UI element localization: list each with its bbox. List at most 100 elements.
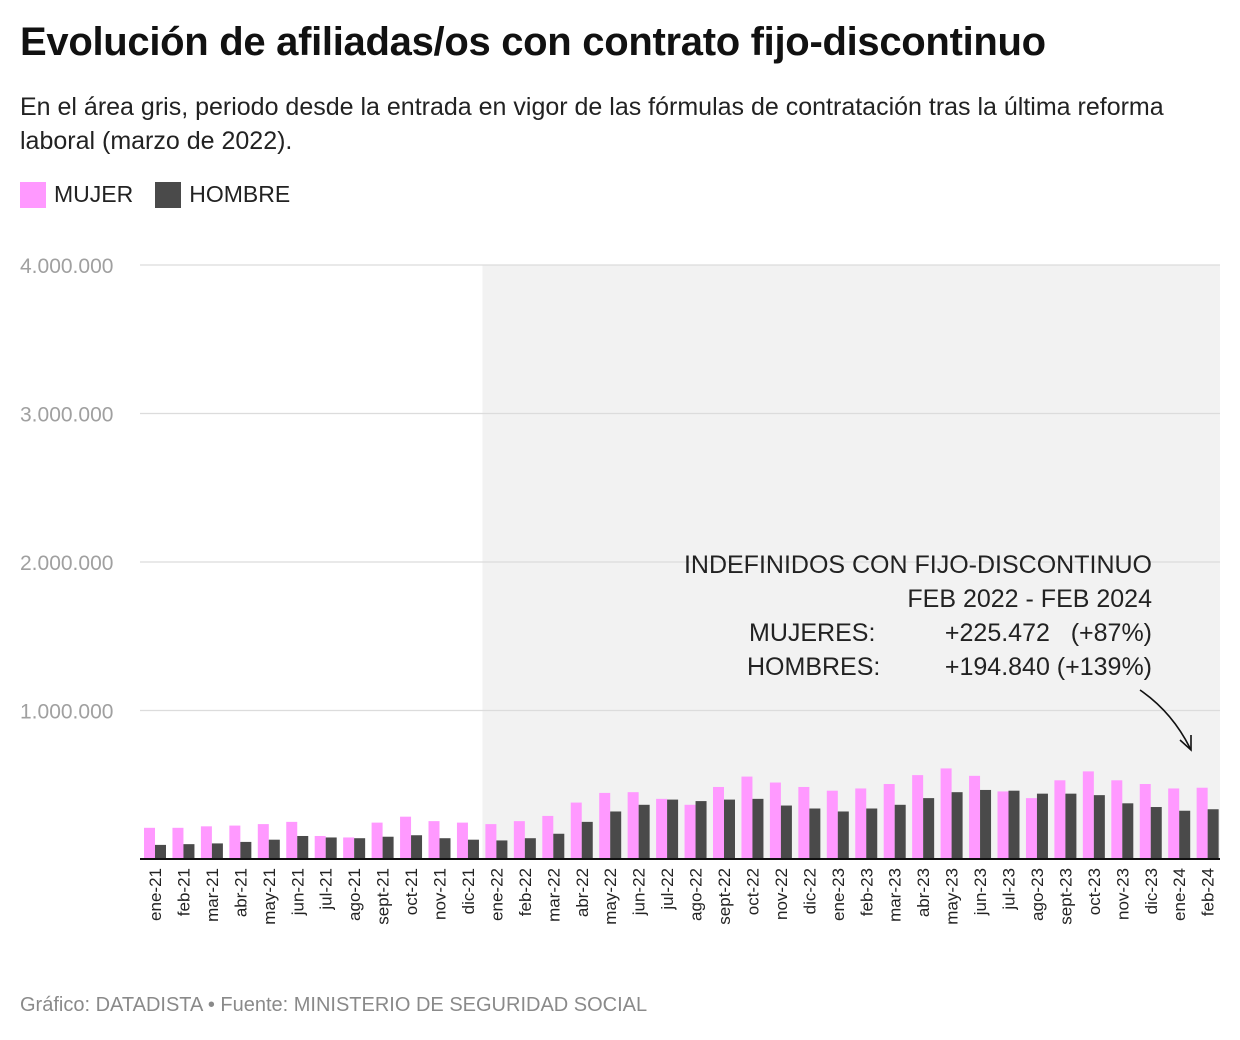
bar-mujer	[969, 775, 981, 859]
annotation-row1-value: +225.472 (+87%)	[945, 619, 1152, 647]
bar-hombre	[752, 798, 764, 859]
chart-footer: Gráfico: DATADISTA • Fuente: MINISTERIO …	[20, 994, 648, 1016]
x-tick-label: feb-24	[1199, 868, 1218, 916]
x-tick-label: ene-23	[829, 868, 848, 921]
bar-hombre	[1179, 810, 1191, 859]
bar-hombre	[866, 808, 878, 859]
bar-mujer	[1025, 798, 1037, 859]
bar-hombre	[581, 821, 593, 859]
bar-mujer	[570, 802, 582, 859]
bar-mujer	[1111, 780, 1123, 859]
bar-mujer	[200, 826, 212, 859]
x-tick-label: mar-23	[886, 868, 905, 922]
x-tick-label: may-23	[943, 868, 962, 925]
bar-mujer	[769, 782, 781, 859]
bar-hombre	[809, 808, 821, 859]
bar-mujer	[940, 768, 952, 859]
bar-mujer	[542, 815, 554, 859]
bar-mujer	[400, 816, 412, 859]
bar-hombre	[1036, 793, 1048, 859]
legend-item-hombre: HOMBRE	[155, 181, 290, 208]
chart-title: Evolución de afiliadas/os con contrato f…	[20, 20, 1046, 64]
legend-swatch-mujer	[20, 181, 46, 208]
bar-hombre	[724, 799, 735, 859]
x-tick-label: jul-21	[317, 868, 336, 911]
bar-mujer	[485, 824, 497, 859]
legend-swatch-hombre	[155, 181, 182, 208]
x-tick-label: oct-21	[402, 868, 421, 915]
bar-mujer	[684, 804, 696, 859]
bar-mujer	[798, 786, 810, 859]
annotation-line2: FEB 2022 - FEB 2024	[907, 585, 1152, 613]
x-tick-label: mar-21	[203, 868, 222, 922]
bar-hombre	[325, 837, 337, 859]
x-tick-label: ene-21	[146, 868, 165, 921]
bar-hombre	[382, 836, 394, 859]
x-tick-label: dic-22	[800, 868, 819, 914]
bar-hombre	[980, 789, 992, 859]
bar-mujer	[172, 827, 184, 859]
bar-mujer	[314, 835, 326, 859]
bar-hombre	[610, 811, 622, 859]
x-tick-label: sept-22	[715, 868, 734, 925]
bar-hombre	[467, 839, 479, 859]
bar-mujer	[229, 825, 241, 859]
bar-hombre	[1122, 803, 1134, 859]
bar-mujer	[1139, 784, 1151, 859]
bar-hombre	[354, 838, 366, 859]
bar-hombre	[211, 843, 223, 859]
x-tick-label: jul-22	[658, 868, 677, 911]
bar-hombre	[923, 798, 935, 859]
x-tick-label: nov-23	[1113, 868, 1132, 920]
bar-mujer	[912, 775, 924, 859]
bar-mujer	[286, 821, 298, 859]
legend-label-mujer: MUJER	[54, 181, 134, 207]
legend-label-hombre: HOMBRE	[189, 181, 291, 207]
x-tick-label: nov-21	[431, 868, 450, 920]
bar-hombre	[1008, 790, 1020, 859]
annotation-line1: INDEFINIDOS CON FIJO-DISCONTINUO	[684, 551, 1152, 579]
bar-hombre	[837, 811, 849, 859]
chart-subtitle: En el área gris, periodo desde la entrad…	[20, 93, 1164, 155]
annotation-arrowhead	[1179, 735, 1192, 752]
x-tick-label: feb-22	[516, 868, 535, 916]
bar-hombre	[780, 805, 792, 859]
y-tick-label: 4.000.000	[20, 255, 113, 278]
x-tick-label: abr-21	[231, 868, 250, 917]
x-tick-label: dic-23	[1142, 868, 1161, 914]
y-tick-label: 2.000.000	[20, 552, 113, 575]
x-tick-label: may-22	[601, 868, 620, 925]
bar-mujer	[713, 786, 724, 859]
x-tick-label: jul-23	[1000, 868, 1019, 911]
bar-mujer	[513, 821, 525, 859]
x-tick-label: jun-23	[971, 868, 990, 916]
bar-mujer	[456, 822, 468, 859]
x-tick-label: ago-21	[345, 868, 364, 921]
annotation-row2-label: HOMBRES:	[747, 653, 880, 681]
annotation-row2-value: +194.840 (+139%)	[945, 653, 1152, 681]
bar-mujer	[1168, 788, 1180, 859]
bar-hombre	[894, 804, 906, 859]
y-tick-label: 3.000.000	[20, 404, 113, 427]
bar-hombre	[155, 844, 166, 859]
bar-mujer	[371, 822, 383, 859]
bar-mujer	[656, 798, 668, 859]
bar-mujer	[741, 776, 753, 859]
bar-mujer	[599, 792, 611, 859]
bar-hombre	[297, 835, 309, 859]
x-tick-label: dic-21	[459, 868, 478, 914]
bar-hombre	[496, 840, 508, 859]
bar-mujer	[883, 784, 895, 859]
bar-hombre	[695, 801, 707, 859]
bar-hombre	[951, 792, 963, 859]
x-tick-label: feb-23	[857, 868, 876, 916]
x-tick-label: ago-22	[687, 868, 706, 921]
bar-hombre	[1207, 809, 1219, 859]
bar-hombre	[1093, 795, 1105, 859]
annotation-row1-label: MUJERES:	[749, 619, 875, 647]
x-tick-label: oct-22	[743, 868, 762, 915]
x-tick-label: sept-21	[374, 868, 393, 925]
bar-hombre	[638, 804, 650, 859]
bar-hombre	[524, 838, 536, 859]
x-tick-label: abr-22	[573, 868, 592, 917]
